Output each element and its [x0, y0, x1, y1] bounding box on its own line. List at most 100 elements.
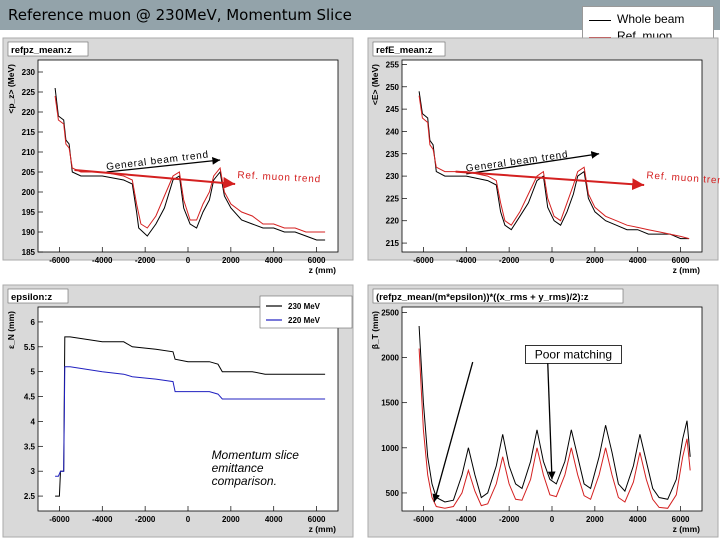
y-tick-label: 250 — [386, 83, 400, 92]
y-tick-label: 255 — [386, 60, 400, 69]
trend-arrow — [74, 169, 236, 189]
y-tick-label: 230 — [22, 68, 36, 77]
chart-title: (refpz_mean/(m*epsilon))*((x_rms + y_rms… — [376, 292, 589, 303]
series-line-0 — [418, 91, 690, 240]
series-line-0 — [54, 87, 326, 241]
x-tick-label: -4000 — [92, 256, 113, 265]
annotation-line: comparison. — [212, 474, 277, 488]
chart-panel-0: refpz_mean:z -6000 -4000 -2000 0 2000 4000 6000… — [2, 37, 354, 275]
trend-arrow — [432, 361, 474, 503]
y-tick-label: 1000 — [381, 444, 399, 453]
y-tick-label: 4.5 — [24, 393, 36, 402]
x-tick-label: -4000 — [456, 256, 477, 265]
x-tick-label: 2000 — [586, 256, 604, 265]
x-tick-label: -2000 — [135, 515, 156, 524]
x-tick-label: -2000 — [499, 515, 520, 524]
y-tick-label: 4 — [31, 417, 36, 426]
series-line-1 — [55, 366, 326, 477]
x-axis-label: z (mm) — [673, 524, 701, 534]
chart-title-box — [372, 41, 446, 57]
x-tick-label: 6000 — [308, 256, 326, 265]
y-tick-label: 3.5 — [24, 442, 36, 451]
chart-title: epsilon:z — [11, 292, 52, 303]
annotation-line: Ref. muon trend — [237, 170, 321, 185]
y-tick-label: 5 — [31, 368, 36, 377]
x-tick-label: -6000 — [49, 256, 70, 265]
x-tick-label: -4000 — [456, 515, 477, 524]
x-tick-label: 0 — [186, 256, 191, 265]
x-tick-label: -2000 — [499, 256, 520, 265]
chart-title: refpz_mean:z — [11, 45, 72, 56]
y-tick-label: 2000 — [381, 354, 399, 363]
x-tick-label: 0 — [550, 256, 555, 265]
y-tick-label: 210 — [22, 148, 36, 157]
trend-arrow — [466, 151, 600, 175]
chart-panel-2: epsilon:z -6000 -4000 -2000 0 2000 4000 6000 2.5… — [2, 284, 354, 538]
plot-area — [401, 59, 703, 253]
x-tick-label: -6000 — [413, 515, 434, 524]
x-tick-label: 2000 — [222, 256, 240, 265]
y-tick-label: 3 — [31, 467, 36, 476]
y-axis-label: <p_z> (MeV) — [6, 64, 16, 114]
y-tick-label: 195 — [22, 208, 36, 217]
x-tick-label: 2000 — [586, 515, 604, 524]
y-tick-label: 240 — [386, 127, 400, 136]
y-tick-label: 215 — [386, 239, 400, 248]
annotation-box — [525, 345, 622, 364]
x-tick-label: 2000 — [222, 515, 240, 524]
trend-arrow — [455, 170, 645, 191]
x-axis-label: z (mm) — [673, 265, 701, 275]
y-tick-label: 1500 — [381, 399, 399, 408]
y-tick-label: 215 — [22, 128, 36, 137]
x-tick-label: -6000 — [49, 515, 70, 524]
chart-title-box — [7, 288, 69, 304]
x-tick-label: 6000 — [672, 515, 690, 524]
series-line-0 — [418, 325, 691, 503]
chart-title-box — [7, 41, 89, 57]
chart-panel-1: refE_mean:z -6000 -4000 -2000 0 2000 4000 6000 2… — [367, 37, 720, 275]
x-tick-label: 4000 — [265, 515, 283, 524]
inner-legend-label: 230 MeV — [288, 302, 321, 311]
x-axis-label: z (mm) — [309, 265, 337, 275]
y-tick-label: 225 — [22, 88, 36, 97]
y-tick-label: 220 — [386, 217, 400, 226]
y-tick-label: 190 — [22, 228, 36, 237]
trend-arrow — [106, 156, 221, 173]
x-tick-label: 4000 — [629, 515, 647, 524]
x-tick-label: 0 — [550, 515, 555, 524]
series-line-1 — [418, 95, 690, 240]
inner-legend — [259, 295, 353, 329]
x-tick-label: 6000 — [308, 515, 326, 524]
y-tick-label: 225 — [386, 194, 400, 203]
y-tick-label: 230 — [386, 172, 400, 181]
legend-label-whole-beam: Whole beam — [617, 12, 685, 26]
y-tick-label: 245 — [386, 105, 400, 114]
x-tick-label: 6000 — [672, 256, 690, 265]
chart-title: refE_mean:z — [376, 45, 433, 56]
x-tick-label: 4000 — [265, 256, 283, 265]
y-tick-label: 200 — [22, 188, 36, 197]
y-tick-label: 500 — [386, 489, 400, 498]
y-tick-label: 2.5 — [24, 492, 36, 501]
y-tick-label: 6 — [31, 318, 36, 327]
chart-title-box — [372, 288, 624, 304]
annotation-line: Momentum slice — [212, 448, 300, 462]
series-line-1 — [418, 348, 691, 509]
y-axis-label: ε_N (mm) — [6, 311, 16, 349]
annotation-text: Poor matching — [535, 347, 612, 361]
y-tick-label: 2500 — [381, 308, 399, 317]
trend-arrow — [547, 362, 556, 480]
legend-swatch-whole-beam — [589, 20, 611, 21]
y-tick-label: 220 — [22, 108, 36, 117]
y-tick-label: 185 — [22, 248, 36, 257]
plot-area — [37, 306, 339, 512]
x-axis-label: z (mm) — [309, 524, 337, 534]
inner-legend-label: 220 MeV — [288, 316, 321, 325]
x-tick-label: 0 — [186, 515, 191, 524]
y-tick-label: 5.5 — [24, 343, 36, 352]
y-axis-label: β_T (mm) — [370, 311, 380, 349]
x-tick-label: 4000 — [629, 256, 647, 265]
y-tick-label: 205 — [22, 168, 36, 177]
x-tick-label: -6000 — [413, 256, 434, 265]
x-tick-label: -4000 — [92, 515, 113, 524]
